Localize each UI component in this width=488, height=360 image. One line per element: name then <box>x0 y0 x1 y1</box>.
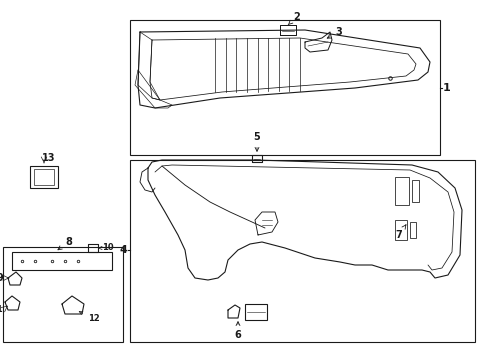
Bar <box>12 252 112 270</box>
Text: 8: 8 <box>58 237 72 250</box>
Bar <box>411 180 418 202</box>
Text: 1: 1 <box>442 83 450 93</box>
Text: 10: 10 <box>99 243 113 252</box>
Bar <box>34 169 54 185</box>
Text: 7: 7 <box>394 225 405 240</box>
Text: 6: 6 <box>234 322 241 340</box>
Bar <box>244 304 266 320</box>
Text: 3: 3 <box>326 27 341 38</box>
Bar <box>130 160 474 342</box>
Text: 13: 13 <box>42 153 55 163</box>
Bar <box>394 220 406 240</box>
Text: 2: 2 <box>287 12 299 25</box>
Text: 11: 11 <box>0 306 3 315</box>
Bar <box>394 177 408 205</box>
Bar <box>30 166 58 188</box>
Bar <box>3 247 123 342</box>
Text: 4: 4 <box>119 245 127 255</box>
Text: 9: 9 <box>0 273 3 283</box>
Text: 12: 12 <box>79 311 100 323</box>
Bar <box>130 20 439 155</box>
Bar <box>409 222 415 238</box>
Text: 5: 5 <box>253 132 260 151</box>
